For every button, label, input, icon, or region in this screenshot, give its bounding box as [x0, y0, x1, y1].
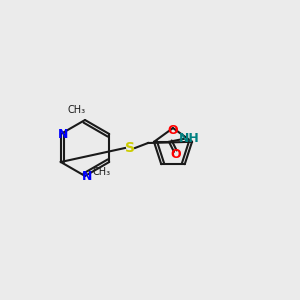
- Text: S: S: [125, 141, 135, 155]
- Text: N: N: [82, 169, 92, 182]
- Text: NH: NH: [178, 132, 200, 145]
- Text: O: O: [171, 148, 181, 161]
- Text: N: N: [58, 128, 68, 140]
- Text: CH₃: CH₃: [92, 167, 110, 177]
- Text: O: O: [168, 124, 178, 136]
- Text: CH₃: CH₃: [68, 105, 86, 115]
